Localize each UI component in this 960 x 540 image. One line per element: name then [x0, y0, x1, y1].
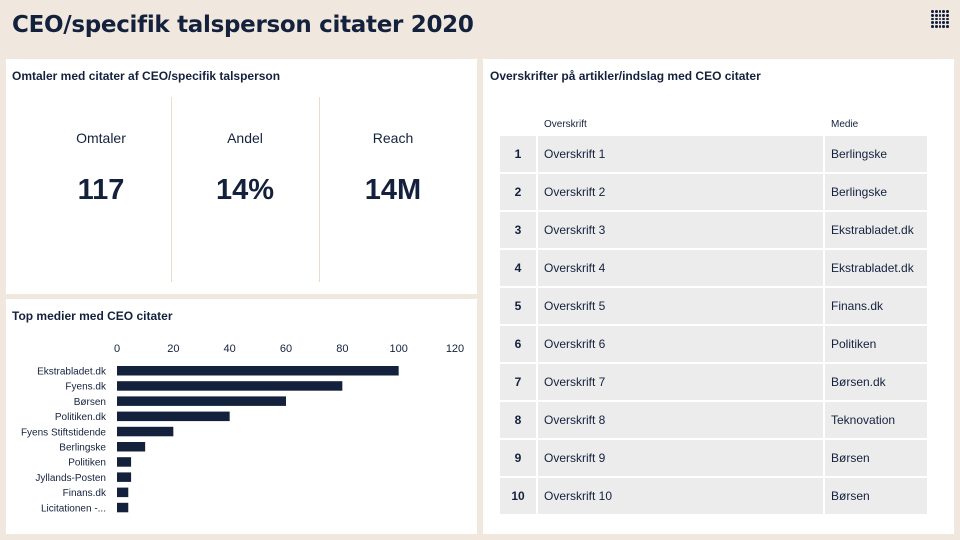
bar[interactable]	[117, 487, 129, 498]
category-label: Politiken.dk	[55, 412, 107, 423]
category-label: Politiken	[68, 458, 106, 469]
row-headline: Overskrift 5	[538, 288, 825, 324]
row-media: Børsen	[825, 478, 927, 514]
kpi-card-title: Omtaler med citater af CEO/specifik tals…	[12, 69, 281, 83]
row-media: Ekstrabladet.dk	[825, 250, 927, 286]
row-media: Børsen.dk	[825, 364, 927, 400]
row-media: Teknovation	[825, 402, 927, 438]
x-tick-label: 60	[280, 343, 292, 355]
headlines-card: Overskrifter på artikler/indslag med CEO…	[483, 59, 954, 534]
dot-grid-logo-icon	[931, 10, 949, 28]
row-headline: Overskrift 8	[538, 402, 825, 438]
row-headline: Overskrift 1	[538, 136, 825, 172]
x-tick-label: 120	[446, 343, 464, 355]
kpi-label: Andel	[227, 130, 263, 146]
table-row[interactable]: 3 Overskrift 3 Ekstrabladet.dk	[500, 212, 927, 248]
row-headline: Overskrift 6	[538, 326, 825, 362]
bar[interactable]	[117, 472, 132, 482]
kpi-reach: Reach 14M	[322, 97, 464, 282]
x-tick-label: 0	[114, 343, 120, 355]
row-headline: Overskrift 3	[538, 212, 825, 248]
table-row[interactable]: 8 Overskrift 8 Teknovation	[500, 402, 927, 438]
headlines-table: Overskrift Medie 1 Overskrift 1 Berlingske…	[500, 112, 927, 516]
column-header-number	[500, 114, 538, 134]
column-header-media: Medie	[831, 118, 859, 130]
category-label: Fyens.dk	[65, 382, 107, 393]
bar[interactable]	[117, 366, 399, 376]
row-number: 9	[500, 440, 538, 476]
x-tick-label: 100	[389, 343, 407, 355]
table-card-title: Overskrifter på artikler/indslag med CEO…	[490, 69, 761, 83]
bar[interactable]	[117, 426, 174, 437]
table-row[interactable]: 7 Overskrift 7 Børsen.dk	[500, 364, 927, 400]
row-number: 4	[500, 250, 538, 286]
kpi-omtaler: Omtaler 117	[30, 97, 172, 282]
category-label: Børsen	[74, 397, 106, 408]
table-row[interactable]: 5 Overskrift 5 Finans.dk	[500, 288, 927, 324]
bar[interactable]	[117, 411, 230, 422]
row-headline: Overskrift 10	[538, 478, 825, 514]
row-media: Berlingske	[825, 174, 927, 210]
row-headline: Overskrift 2	[538, 174, 825, 210]
row-headline: Overskrift 9	[538, 440, 825, 476]
row-number: 6	[500, 326, 538, 362]
row-headline: Overskrift 7	[538, 364, 825, 400]
kpi-divider	[171, 97, 172, 282]
row-number: 5	[500, 288, 538, 324]
table-row[interactable]: 4 Overskrift 4 Ekstrabladet.dk	[500, 250, 927, 286]
row-number: 2	[500, 174, 538, 210]
category-label: Licitationen -...	[41, 503, 106, 514]
bar[interactable]	[117, 381, 343, 391]
table-header-row: Overskrift Medie	[500, 114, 927, 134]
table-row[interactable]: 2 Overskrift 2 Berlingske	[500, 174, 927, 210]
row-media: Finans.dk	[825, 288, 927, 324]
row-media: Børsen	[825, 440, 927, 476]
row-media: Politiken	[825, 326, 927, 362]
table-row[interactable]: 9 Overskrift 9 Børsen	[500, 440, 927, 476]
table-row[interactable]: 1 Overskrift 1 Berlingske	[500, 136, 927, 172]
row-media: Berlingske	[825, 136, 927, 172]
x-tick-label: 20	[167, 343, 179, 355]
row-number: 3	[500, 212, 538, 248]
category-label: Fyens Stiftstidende	[21, 427, 106, 438]
x-tick-label: 80	[336, 343, 348, 355]
table-row[interactable]: 10 Overskrift 10 Børsen	[500, 478, 927, 514]
page-title: CEO/specifik talsperson citater 2020	[12, 12, 474, 38]
kpi-divider	[319, 97, 320, 282]
column-header-headline: Overskrift	[544, 118, 587, 130]
kpi-label: Reach	[372, 130, 414, 146]
category-label: Ekstrabladet.dk	[37, 367, 107, 378]
bar-card-title: Top medier med CEO citater	[12, 309, 173, 323]
row-number: 1	[500, 136, 538, 172]
bar[interactable]	[117, 442, 146, 452]
table-row[interactable]: 6 Overskrift 6 Politiken	[500, 326, 927, 362]
kpi-value: 14M	[364, 174, 422, 206]
row-number: 10	[500, 478, 538, 514]
kpi-andel: Andel 14%	[174, 97, 316, 282]
top-media-card: Top medier med CEO citater 0 20 40 60 80 100 1…	[6, 299, 477, 534]
category-label: Jyllands-Posten	[35, 473, 106, 484]
kpi-value: 117	[77, 174, 125, 206]
kpi-label: Omtaler	[76, 130, 126, 146]
bar[interactable]	[117, 502, 129, 513]
row-media: Ekstrabladet.dk	[825, 212, 927, 248]
kpi-value: 14%	[215, 174, 275, 206]
top-media-bar-chart: 0 20 40 60 80 100 120 Ekstrabladet.dk Fyens.dk Bø…	[21, 343, 464, 514]
category-label: Finans.dk	[63, 488, 107, 499]
category-label: Berlingske	[59, 443, 106, 454]
bar[interactable]	[117, 457, 132, 467]
bar[interactable]	[117, 396, 286, 406]
kpi-card: Omtaler med citater af CEO/specifik tals…	[6, 59, 477, 294]
row-number: 8	[500, 402, 538, 438]
row-headline: Overskrift 4	[538, 250, 825, 286]
x-tick-label: 40	[224, 343, 236, 355]
row-number: 7	[500, 364, 538, 400]
